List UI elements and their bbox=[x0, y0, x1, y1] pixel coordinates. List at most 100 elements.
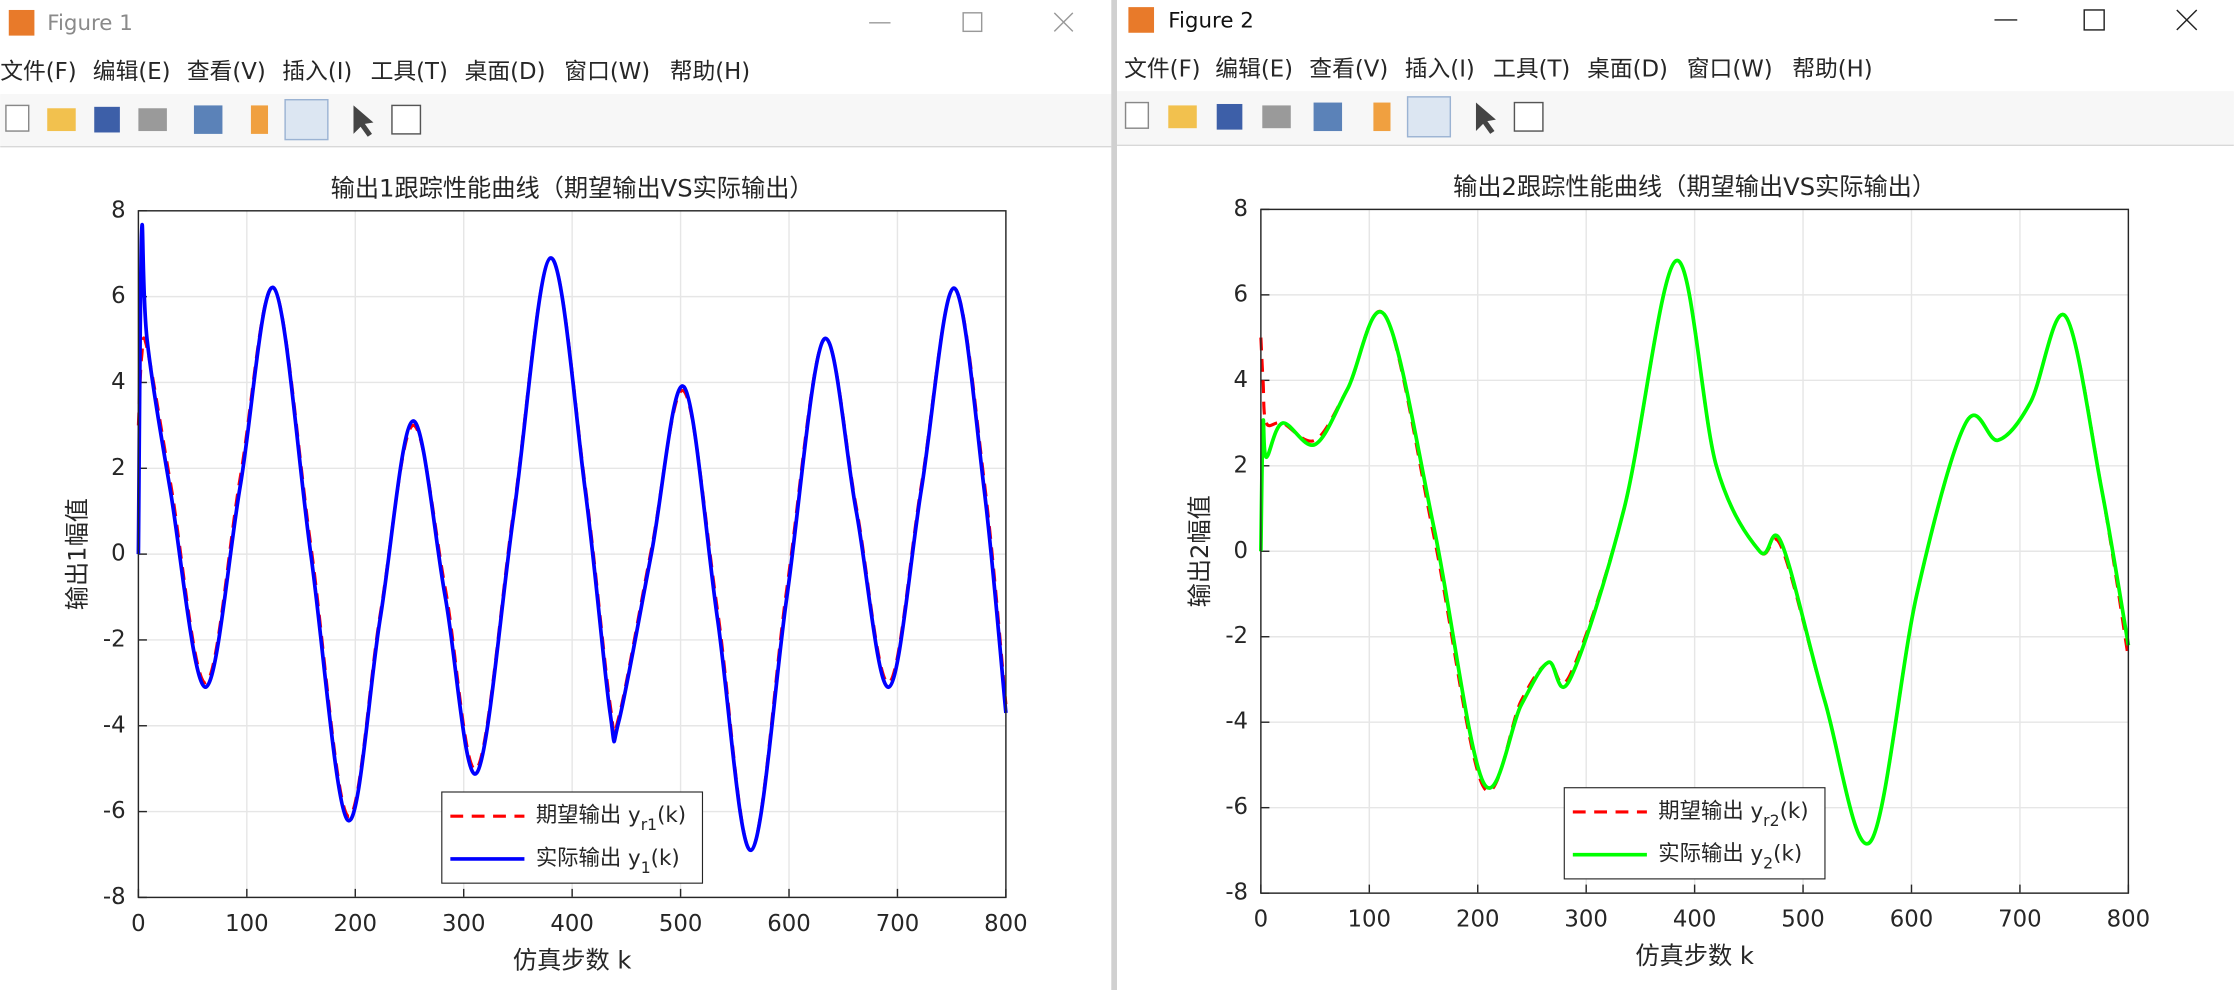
icon[interactable] bbox=[1373, 102, 1391, 132]
icon[interactable] bbox=[1475, 102, 1496, 134]
y-tick-label: -2 bbox=[1225, 623, 1248, 649]
legend-subscript: 1 bbox=[641, 858, 651, 877]
x-tick-label: 700 bbox=[1998, 907, 2041, 933]
x-tick-label: 200 bbox=[334, 911, 377, 937]
y-tick-label: -2 bbox=[103, 626, 126, 652]
y-tick-label: 0 bbox=[111, 541, 126, 567]
menu-item[interactable]: 编辑(E) bbox=[1215, 56, 1293, 82]
menu-item[interactable]: 帮助(H) bbox=[670, 59, 750, 85]
icon[interactable] bbox=[1168, 105, 1197, 129]
legend-name: 期望输出 y bbox=[1658, 799, 1763, 824]
x-tick-label: 400 bbox=[550, 911, 593, 937]
icon[interactable] bbox=[5, 104, 30, 132]
menu-item[interactable]: 窗口(W) bbox=[1687, 56, 1773, 82]
y-tick-label: -4 bbox=[1225, 709, 1248, 735]
icon[interactable] bbox=[1262, 105, 1291, 129]
window-title: Figure 1 bbox=[47, 11, 133, 36]
y-axis-label: 输出2幅值 bbox=[1186, 495, 1214, 607]
icon[interactable] bbox=[1216, 103, 1243, 130]
x-tick-label: 700 bbox=[876, 911, 919, 937]
axes-border bbox=[1260, 208, 2130, 894]
icon[interactable] bbox=[391, 104, 422, 135]
icon[interactable] bbox=[353, 105, 374, 137]
x-tick-label: 500 bbox=[659, 911, 702, 937]
toolbar-icons bbox=[1124, 96, 1544, 138]
x-axis-label: 仿真步数 k bbox=[513, 947, 632, 975]
menu-item[interactable]: 插入(I) bbox=[1405, 56, 1475, 82]
menu-item[interactable]: 文件(F) bbox=[1124, 56, 1200, 82]
icon[interactable] bbox=[1513, 101, 1544, 132]
close[interactable] bbox=[1053, 12, 1074, 32]
x-tick-label: 100 bbox=[1348, 907, 1391, 933]
app-icon bbox=[1128, 7, 1155, 33]
x-axis-label: 仿真步数 k bbox=[1635, 942, 1754, 970]
menu-item[interactable]: 窗口(W) bbox=[564, 59, 650, 85]
maximize[interactable] bbox=[962, 12, 983, 33]
series-line bbox=[1259, 258, 2131, 846]
menu-item[interactable]: 查看(V) bbox=[1309, 56, 1388, 82]
y-tick-label: 2 bbox=[1234, 452, 1249, 478]
menu-item[interactable]: 工具(T) bbox=[1493, 56, 1570, 82]
menu-item[interactable]: 插入(I) bbox=[282, 59, 352, 85]
legend-suffix: (k) bbox=[1773, 842, 1802, 867]
icon[interactable] bbox=[284, 99, 329, 141]
legend-name: 期望输出 y bbox=[536, 803, 641, 828]
toolbar bbox=[0, 94, 1112, 147]
y-tick-label: -4 bbox=[103, 712, 126, 738]
window-separator bbox=[1111, 0, 1117, 990]
x-tick-label: 800 bbox=[2107, 907, 2150, 933]
legend-subscript: 2 bbox=[1763, 854, 1773, 873]
legend-suffix: (k) bbox=[651, 846, 680, 871]
toolbar bbox=[1117, 91, 2234, 146]
x-tick-label: 600 bbox=[767, 911, 810, 937]
x-tick-label: 500 bbox=[1781, 907, 1824, 933]
app-icon bbox=[8, 9, 35, 36]
legend-box bbox=[441, 791, 704, 884]
y-tick-label: -6 bbox=[103, 798, 126, 824]
menu-item[interactable]: 工具(T) bbox=[371, 59, 448, 85]
menu-item[interactable]: 查看(V) bbox=[187, 59, 266, 85]
series-line bbox=[136, 222, 1008, 853]
icon[interactable] bbox=[193, 105, 223, 134]
icon[interactable] bbox=[47, 108, 76, 132]
x-tick-label: 400 bbox=[1673, 907, 1716, 933]
title-bar bbox=[0, 0, 1112, 49]
icon[interactable] bbox=[250, 105, 269, 134]
legend-name: 实际输出 y bbox=[536, 846, 641, 871]
maximize[interactable] bbox=[2083, 9, 2105, 31]
x-tick-label: 100 bbox=[225, 911, 268, 937]
x-tick-label: 0 bbox=[1254, 907, 1269, 933]
y-tick-label: -6 bbox=[1225, 794, 1248, 820]
y-tick-label: -8 bbox=[103, 884, 126, 910]
legend-label: 期望输出 yr2(k) bbox=[1658, 799, 1808, 830]
icon[interactable] bbox=[138, 108, 167, 132]
legend-name: 实际输出 y bbox=[1658, 842, 1763, 867]
icon[interactable] bbox=[1406, 96, 1452, 138]
y-tick-label: 2 bbox=[111, 455, 126, 481]
y-tick-label: -8 bbox=[1225, 880, 1248, 906]
legend-box bbox=[1563, 787, 1826, 880]
y-tick-label: 4 bbox=[1234, 367, 1249, 393]
close[interactable] bbox=[2176, 9, 2198, 31]
icon[interactable] bbox=[94, 106, 120, 133]
y-tick-label: 6 bbox=[1234, 281, 1249, 307]
menu-item[interactable]: 编辑(E) bbox=[93, 59, 171, 85]
legend-label: 期望输出 yr1(k) bbox=[536, 803, 686, 834]
y-tick-label: 0 bbox=[1234, 538, 1249, 564]
menu-item[interactable]: 帮助(H) bbox=[1792, 56, 1872, 82]
menu-item[interactable]: 桌面(D) bbox=[1587, 56, 1668, 82]
icon[interactable] bbox=[1313, 102, 1343, 132]
x-tick-label: 300 bbox=[1564, 907, 1607, 933]
x-tick-label: 200 bbox=[1456, 907, 1499, 933]
legend-label: 实际输出 y1(k) bbox=[536, 846, 680, 877]
y-tick-label: 8 bbox=[1234, 196, 1249, 222]
legend-suffix: (k) bbox=[657, 803, 686, 828]
toolbar-icons bbox=[5, 99, 422, 141]
x-tick-label: 0 bbox=[131, 911, 145, 937]
legend-subscript: r1 bbox=[641, 815, 657, 834]
icon[interactable] bbox=[1124, 101, 1150, 129]
menu-item[interactable]: 桌面(D) bbox=[465, 59, 546, 85]
menu-item[interactable]: 文件(F) bbox=[0, 59, 76, 85]
y-tick-label: 8 bbox=[111, 197, 126, 223]
